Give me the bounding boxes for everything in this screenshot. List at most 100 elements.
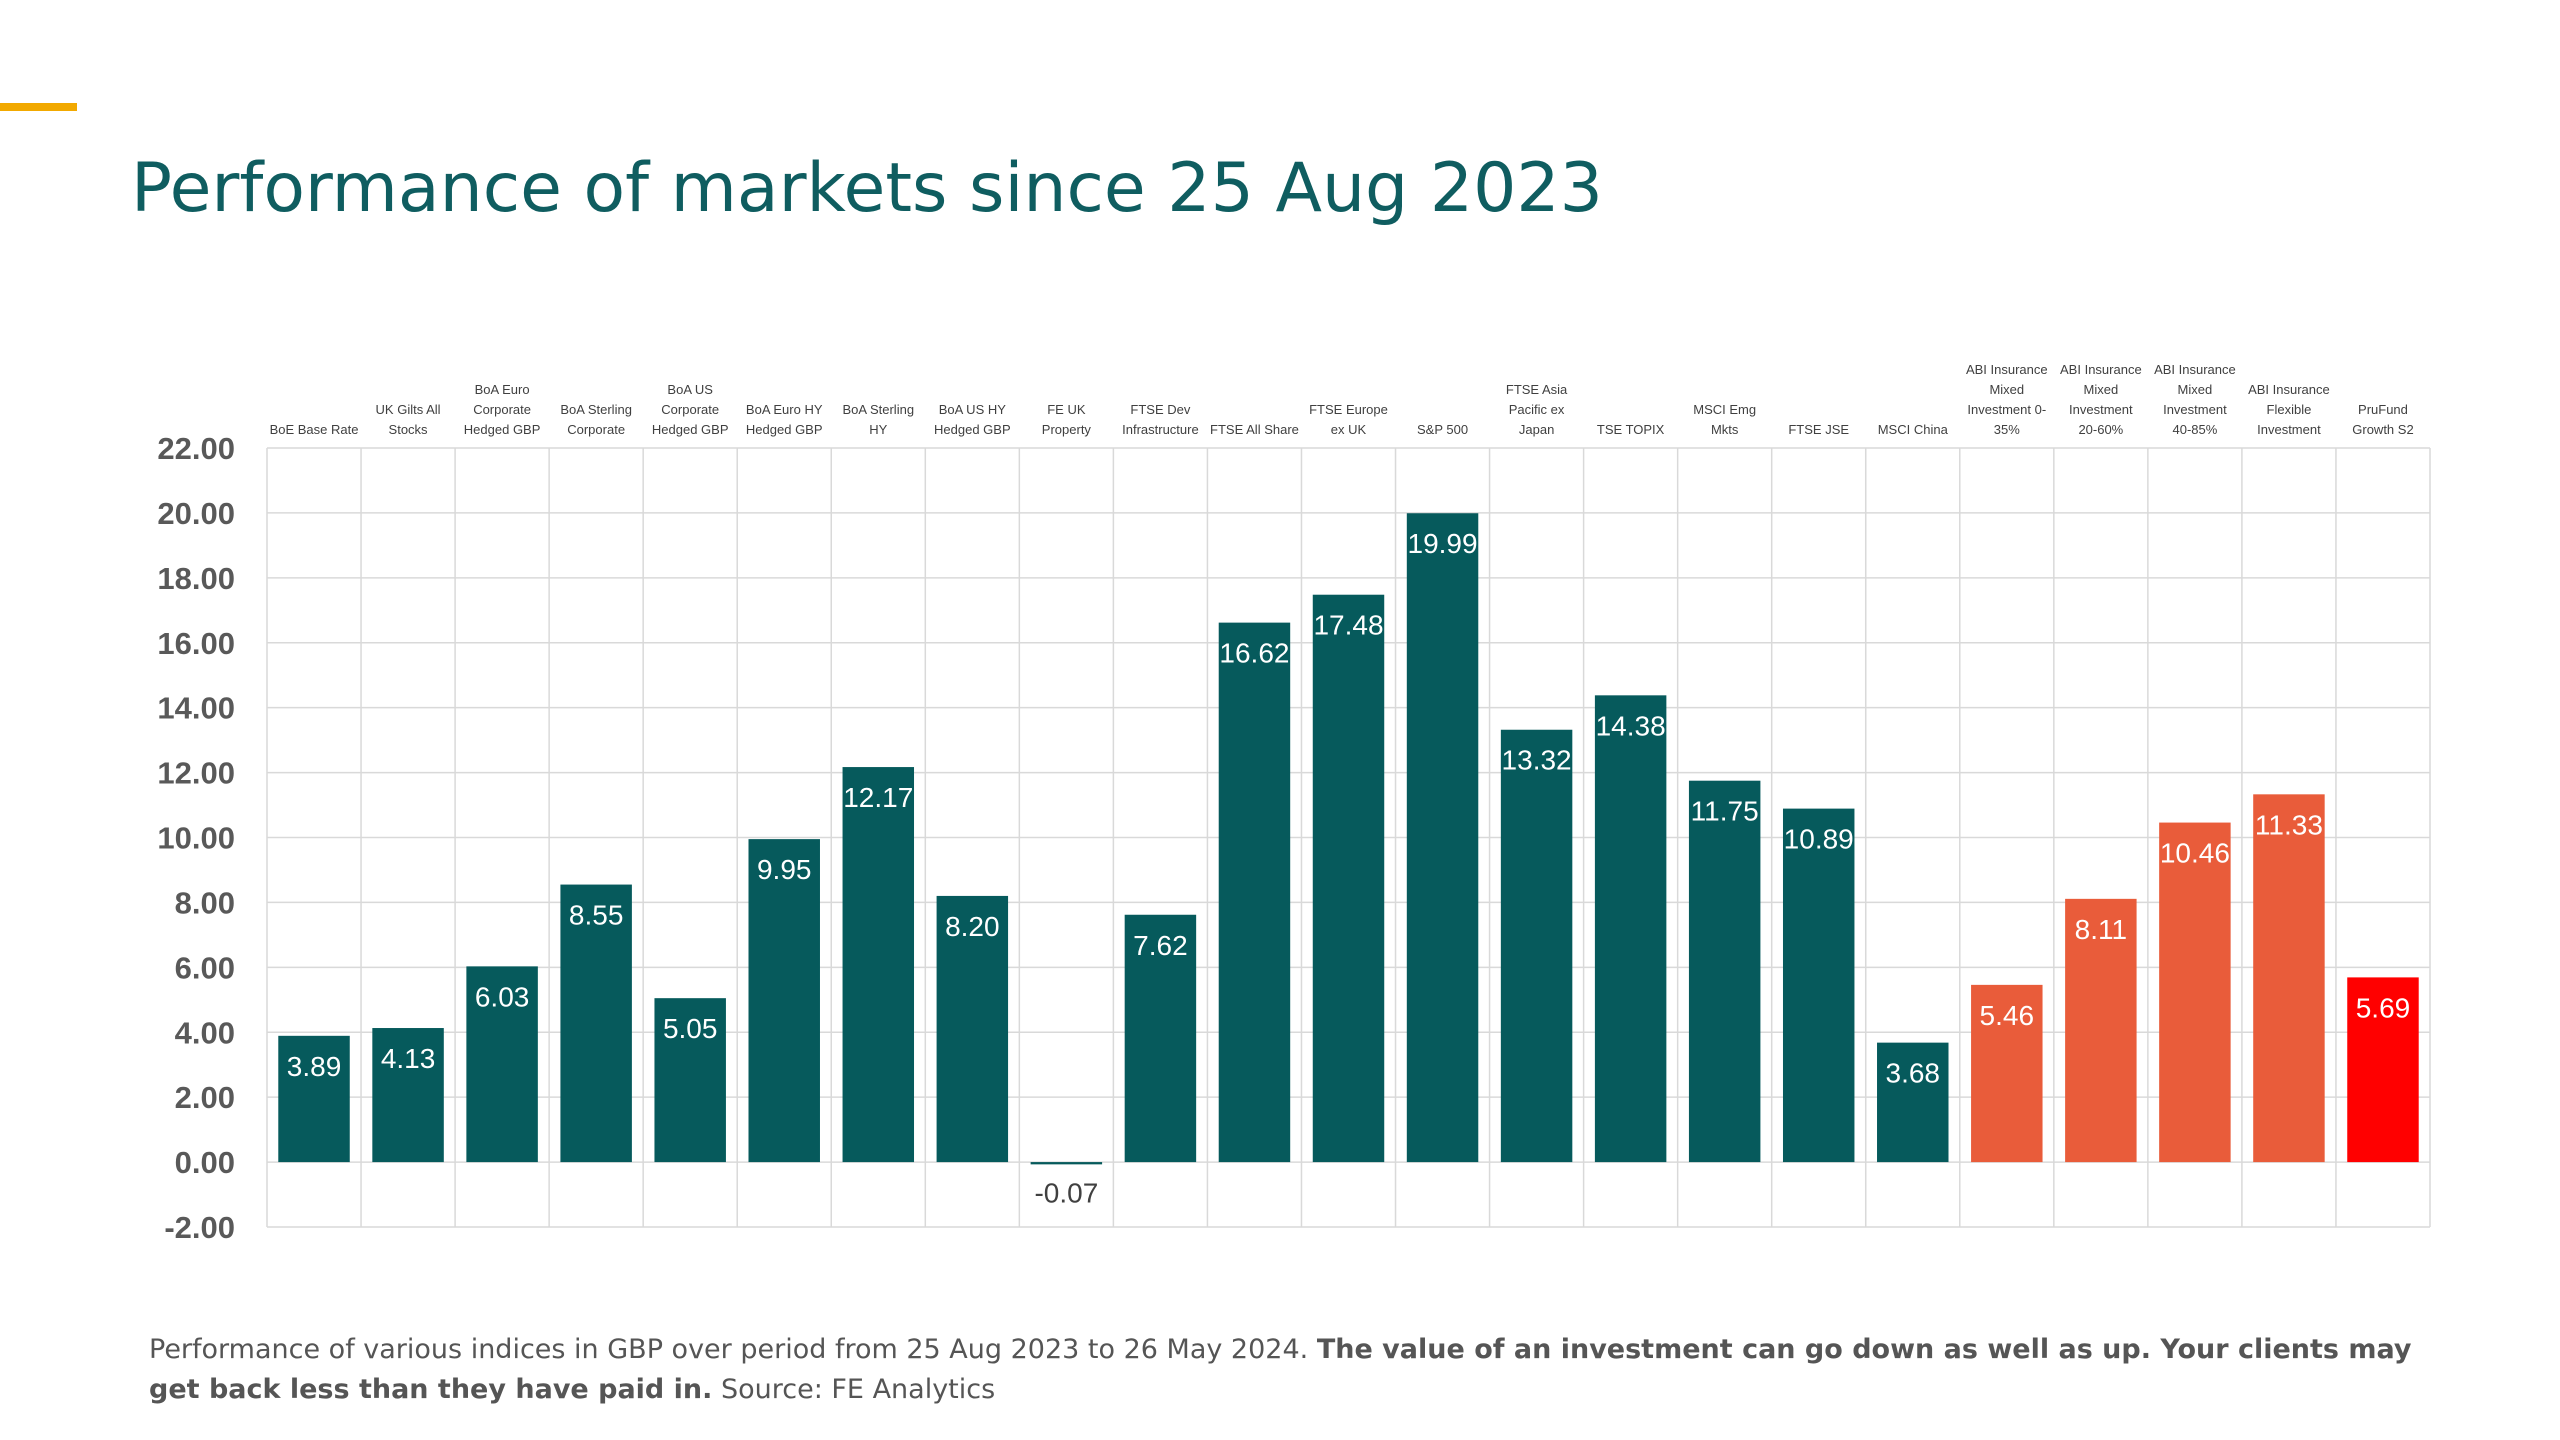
category-label-line: Growth S2 bbox=[2352, 422, 2413, 437]
category-label-line: Hedged GBP bbox=[934, 422, 1011, 437]
accent-bar bbox=[0, 103, 77, 111]
category-label-line: Investment 0- bbox=[1967, 402, 2046, 417]
bar bbox=[1877, 1042, 1949, 1163]
footnote-disclaimer: The value of an investment can go down a… bbox=[149, 1334, 2412, 1405]
category-label-line: 20-60% bbox=[2078, 422, 2123, 437]
y-tick-label: 14.00 bbox=[157, 691, 235, 726]
y-tick-label: 12.00 bbox=[157, 756, 235, 791]
category-label-line: Stocks bbox=[389, 422, 429, 437]
category-label: BoA US HY Hedged GBP bbox=[934, 402, 1011, 437]
bar bbox=[1030, 1162, 1103, 1165]
category-label-line: Investment bbox=[2257, 422, 2321, 437]
bar-value-label: 10.46 bbox=[2160, 838, 2230, 869]
category-label: FTSE Asia Pacific ex Japan bbox=[1506, 382, 1568, 437]
y-tick-label: 2.00 bbox=[175, 1080, 235, 1115]
category-label: BoA Sterling HY bbox=[843, 402, 915, 437]
y-tick-label: 4.00 bbox=[175, 1015, 235, 1050]
bar bbox=[2159, 822, 2231, 1163]
category-label: BoA US Corporate Hedged GBP bbox=[652, 382, 729, 437]
bar-value-label: 10.89 bbox=[1784, 824, 1854, 855]
bar-value-label: 13.32 bbox=[1502, 745, 1572, 776]
bar-value-label: 5.05 bbox=[663, 1013, 718, 1044]
y-tick-label: 16.00 bbox=[157, 626, 235, 661]
category-label-line: Corporate bbox=[567, 422, 625, 437]
category-label-line: Investment bbox=[2163, 402, 2227, 417]
bar-value-label: 7.62 bbox=[1133, 930, 1188, 961]
bar bbox=[466, 966, 538, 1163]
bar bbox=[1312, 594, 1385, 1163]
category-label-line: MSCI China bbox=[1878, 422, 1949, 437]
bar-value-label: 16.62 bbox=[1219, 638, 1289, 669]
category-label-line: Corporate bbox=[661, 402, 719, 417]
category-label-line: FTSE Dev bbox=[1130, 402, 1190, 417]
category-label: TSE TOPIX bbox=[1597, 422, 1665, 437]
bar-value-label: 3.68 bbox=[1886, 1058, 1941, 1089]
category-label: BoA Euro Corporate Hedged GBP bbox=[464, 382, 541, 437]
category-label-line: Hedged GBP bbox=[464, 422, 541, 437]
bar bbox=[1594, 695, 1667, 1163]
bar-value-label: 14.38 bbox=[1596, 710, 1666, 741]
category-label-line: Investment bbox=[2069, 402, 2133, 417]
category-label: ABI Insurance Mixed Investment 0- 35% bbox=[1966, 362, 2048, 437]
category-label: BoA Sterling Corporate bbox=[560, 402, 632, 437]
bar bbox=[2065, 898, 2137, 1163]
bar bbox=[1688, 780, 1761, 1163]
y-tick-label: 0.00 bbox=[175, 1145, 235, 1180]
category-label-line: Japan bbox=[1519, 422, 1554, 437]
category-label-line: Flexible bbox=[2267, 402, 2312, 417]
category-label-line: Corporate bbox=[473, 402, 531, 417]
y-tick-label: 6.00 bbox=[175, 950, 235, 985]
bar bbox=[936, 895, 1009, 1163]
category-label-line: FTSE All Share bbox=[1210, 422, 1299, 437]
y-tick-label: 18.00 bbox=[157, 561, 235, 596]
category-label-line: BoA Sterling bbox=[560, 402, 632, 417]
slide-title: Performance of markets since 25 Aug 2023 bbox=[131, 149, 1603, 228]
category-label-line: ABI Insurance bbox=[2154, 362, 2236, 377]
bar bbox=[2253, 794, 2325, 1163]
bar-value-label: 4.13 bbox=[381, 1043, 436, 1074]
bar bbox=[560, 884, 632, 1163]
category-label-line: FE UK bbox=[1047, 402, 1086, 417]
category-label: MSCI China bbox=[1878, 422, 1949, 437]
category-label-line: FTSE JSE bbox=[1788, 422, 1849, 437]
bar-value-label: 11.75 bbox=[1691, 796, 1759, 827]
bar-value-label: 5.46 bbox=[1980, 1000, 2035, 1031]
category-label-line: ABI Insurance bbox=[2060, 362, 2142, 377]
bar bbox=[842, 767, 915, 1163]
footnote-text: Performance of various indices in GBP ov… bbox=[149, 1334, 1309, 1365]
category-label-line: TSE TOPIX bbox=[1597, 422, 1665, 437]
category-label-line: BoE Base Rate bbox=[270, 422, 359, 437]
category-label-line: Hedged GBP bbox=[652, 422, 729, 437]
category-label: FTSE JSE bbox=[1788, 422, 1849, 437]
footnote: Performance of various indices in GBP ov… bbox=[149, 1330, 2449, 1410]
category-label-line: Mixed bbox=[2178, 382, 2213, 397]
bar bbox=[748, 839, 820, 1163]
bar-value-label: 17.48 bbox=[1313, 610, 1383, 641]
category-label-line: ABI Insurance bbox=[2248, 382, 2330, 397]
category-label-line: BoA Euro HY bbox=[746, 402, 823, 417]
y-tick-label: 20.00 bbox=[157, 496, 235, 531]
bar bbox=[654, 998, 726, 1163]
category-label: UK Gilts All Stocks bbox=[376, 402, 441, 437]
category-label: MSCI Emg Mkts bbox=[1693, 402, 1756, 437]
category-label: ABI Insurance Mixed Investment 40-85% bbox=[2154, 362, 2236, 437]
category-label-line: Hedged GBP bbox=[746, 422, 823, 437]
y-tick-label: -2.00 bbox=[164, 1210, 235, 1245]
bar-value-label: 11.33 bbox=[2255, 809, 2323, 840]
category-label-line: Mixed bbox=[2084, 382, 2119, 397]
category-label-line: Mkts bbox=[1711, 422, 1739, 437]
bar bbox=[1406, 513, 1479, 1163]
category-label-line: BoA Euro bbox=[475, 382, 530, 397]
category-label-line: 35% bbox=[1994, 422, 2020, 437]
category-label: BoA Euro HY Hedged GBP bbox=[746, 402, 823, 437]
category-label-line: FTSE Europe bbox=[1309, 402, 1388, 417]
category-label-line: S&P 500 bbox=[1417, 422, 1468, 437]
bar bbox=[1124, 914, 1197, 1163]
category-label-line: PruFund bbox=[2358, 402, 2408, 417]
category-label: PruFund Growth S2 bbox=[2352, 402, 2413, 437]
bar bbox=[372, 1028, 444, 1163]
bar-value-label: 9.95 bbox=[757, 854, 812, 885]
category-label-line: ABI Insurance bbox=[1966, 362, 2048, 377]
y-tick-label: 22.00 bbox=[157, 431, 235, 466]
